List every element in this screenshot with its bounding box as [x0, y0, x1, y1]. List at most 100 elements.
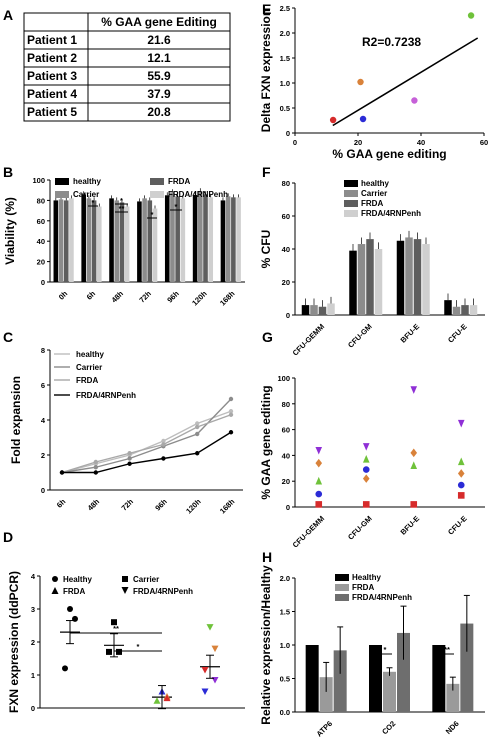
b-bar: [208, 197, 214, 282]
b-bar: [203, 194, 208, 282]
d-sig-label: *: [137, 642, 140, 651]
c-point: [228, 412, 234, 417]
g-point: [362, 466, 370, 473]
d-y-tick-label: 3: [31, 605, 35, 614]
b-bar: [175, 196, 180, 282]
b-y-tick-label: 0: [41, 278, 45, 287]
e-x-tick-label: 40: [417, 138, 425, 147]
b-legend-swatch: [150, 191, 164, 198]
c-legend-label: FRDA/4RNPenh: [76, 391, 136, 400]
g-point: [457, 419, 465, 428]
table-patient-label: Patient 2: [27, 51, 77, 65]
b-bar: [109, 198, 114, 282]
table-value: 20.8: [147, 105, 171, 119]
b-bar: [192, 195, 198, 282]
c-x-tick-label: 6h: [55, 497, 68, 510]
h-x-tick-label: ATP6: [315, 719, 335, 739]
b-bar: [63, 200, 69, 282]
c-x-tick-label: 96h: [153, 497, 169, 513]
c-x-tick-label: 120h: [184, 497, 203, 516]
g-x-tick-label: CFU-GM: [346, 514, 374, 542]
g-point: [315, 476, 323, 485]
h-bar: [446, 683, 460, 712]
b-x-tick-label: 0h: [57, 289, 70, 302]
g-point: [362, 454, 370, 463]
d-point: [211, 645, 219, 653]
f-bar: [318, 306, 327, 315]
g-point: [315, 501, 323, 508]
b-bar: [96, 206, 102, 282]
e-fit-line: [332, 37, 479, 127]
f-y-tick-label: 80: [282, 179, 290, 188]
g-y-tick-label: 0: [286, 503, 290, 512]
b-bar: [81, 194, 86, 282]
h-legend-label: Healthy: [352, 573, 381, 582]
f-legend-label: Carrier: [361, 189, 387, 198]
b-bar: [53, 200, 59, 282]
b-bar: [69, 198, 74, 282]
d-legend-label: FRDA/4RNPenh: [133, 587, 193, 596]
f-x-tick-label: CFU-GM: [346, 322, 374, 350]
b-sig-label: *: [120, 196, 123, 205]
f-legend-swatch: [344, 200, 358, 207]
d-point: [201, 667, 209, 674]
table-patient-label: Patient 4: [27, 87, 77, 101]
h-y-tick-label: 0.5: [280, 675, 290, 684]
f-y-tick-label: 60: [282, 212, 290, 221]
c-legend-label: Carrier: [76, 363, 102, 372]
d-legend-marker: [51, 587, 59, 594]
h-bar: [432, 645, 446, 712]
h-x-tick-label: ND6: [444, 719, 461, 736]
c-y-tick-label: 8: [41, 346, 45, 355]
f-legend-label: healthy: [361, 179, 390, 188]
g-x-tick-label: CFU-GEMM: [291, 514, 327, 550]
e-y-tick-label: 0: [286, 129, 290, 138]
panel-label-f: F: [262, 164, 271, 180]
d-sig-label: **: [113, 624, 119, 633]
b-bar: [225, 196, 231, 282]
g-point: [315, 458, 323, 468]
f-y-label: % CFU: [259, 230, 273, 269]
b-x-tick-label: 48h: [110, 289, 126, 305]
f-y-tick-label: 20: [282, 278, 290, 287]
d-y-label: FXN expression (ddPCR): [7, 571, 21, 713]
table-value: 55.9: [147, 69, 171, 83]
g-point: [362, 474, 370, 483]
g-y-tick-label: 40: [282, 451, 290, 460]
h-y-label: Relative expression/Healthy: [259, 565, 273, 725]
b-bar: [58, 199, 64, 282]
h-sig-label: **: [444, 645, 450, 654]
c-y-tick-label: 6: [41, 381, 45, 390]
d-legend-marker: [121, 587, 129, 594]
d-legend-marker: [52, 576, 58, 582]
h-legend-swatch: [335, 574, 349, 581]
f-legend-swatch: [344, 210, 358, 217]
b-bar: [170, 192, 175, 282]
c-point: [195, 424, 200, 430]
f-bar: [452, 306, 461, 315]
f-x-tick-label: BFU-E: [399, 322, 422, 345]
c-x-tick-label: 72h: [120, 497, 136, 513]
d-point: [106, 648, 112, 655]
d-legend-label: FRDA: [63, 587, 85, 596]
d-point: [201, 688, 209, 695]
h-bar: [460, 623, 474, 712]
h-y-tick-label: 1.0: [280, 641, 290, 650]
g-y-tick-label: 20: [282, 477, 290, 486]
h-sig-label: *: [384, 645, 387, 654]
d-legend-label: Carrier: [133, 575, 159, 584]
b-bar: [114, 200, 120, 282]
g-y-tick-label: 100: [277, 374, 290, 383]
b-legend-label: healthy: [73, 177, 102, 186]
h-legend-label: FRDA: [352, 583, 374, 592]
e-y-tick-label: 1.0: [280, 79, 290, 88]
f-legend-swatch: [344, 190, 358, 197]
b-bar: [137, 201, 142, 282]
panel-label-b: B: [3, 164, 13, 180]
f-legend-swatch: [344, 180, 358, 187]
f-bar: [366, 239, 374, 315]
d-legend-label: Healthy: [63, 575, 92, 584]
e-x-tick-label: 0: [293, 138, 297, 147]
d-point: [62, 665, 68, 672]
b-legend-swatch: [150, 178, 164, 185]
